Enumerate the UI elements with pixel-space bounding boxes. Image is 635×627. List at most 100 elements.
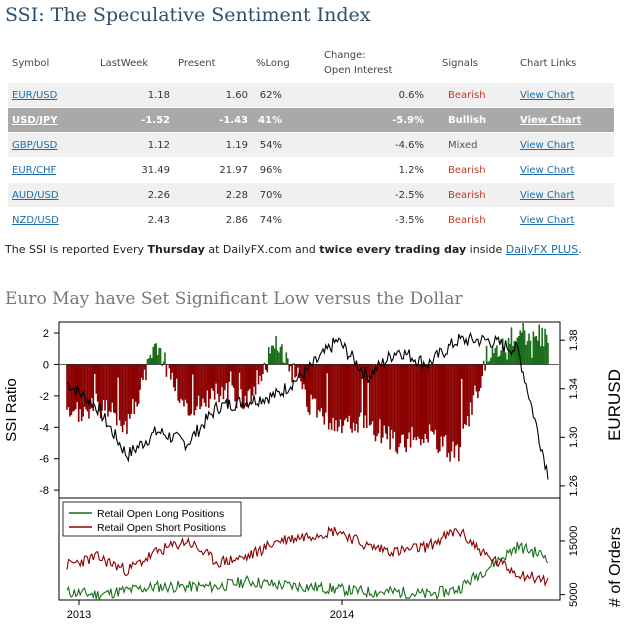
signal-cell: Bearish [448, 164, 486, 176]
chart-title: Euro May have Set Significant Low versus… [5, 289, 463, 309]
change-cell: 0.6% [398, 89, 424, 101]
lastweek-cell: 2.43 [147, 214, 170, 226]
pctlong-cell: 74% [259, 214, 282, 226]
change-cell: -3.5% [394, 214, 424, 226]
symbol-cell: NZD/USD [8, 207, 96, 232]
eurusd-price-line [66, 331, 549, 480]
y-right-axis-label: EURUSD [605, 369, 624, 441]
pctlong-cell: 54% [252, 132, 320, 158]
note-text-3: inside [466, 243, 506, 256]
lastweek-cell: 2.43 [96, 207, 174, 232]
table-row: NZD/USD 2.43 2.86 74% -3.5% Bearish View Chart [8, 207, 614, 232]
view-chart-link[interactable]: View Chart [520, 139, 575, 151]
table-row: USD/JPY -1.52 -1.43 41% -5.9% Bullish View Cha… [8, 107, 614, 133]
view-chart-cell: View Chart [516, 82, 614, 108]
view-chart-link[interactable]: View Chart [520, 189, 575, 201]
signal-cell: Bearish [438, 207, 516, 232]
y-right-tick-label: 1.26 [568, 475, 580, 496]
y-tick-label: -8 [39, 485, 49, 497]
signal-cell: Bearish [438, 182, 516, 208]
view-chart-cell: View Chart [516, 107, 614, 133]
y-tick-label: -6 [39, 454, 49, 466]
change-cell: -5.9% [392, 114, 424, 126]
change-cell: 0.6% [320, 82, 438, 108]
col-lastweek: LastWeek [100, 57, 149, 69]
x-tick-label: 2013 [67, 609, 91, 621]
table-row: EUR/CHF 31.49 21.97 96% 1.2% Bearish View Char… [8, 157, 614, 183]
pctlong-cell: 70% [259, 189, 282, 201]
symbol-cell: USD/JPY [8, 107, 96, 133]
pctlong-cell: 54% [259, 139, 282, 151]
symbol-link[interactable]: GBP/USD [12, 139, 58, 151]
present-cell: 21.97 [174, 157, 252, 183]
pctlong-cell: 62% [259, 89, 282, 101]
change-cell: -4.6% [394, 139, 424, 151]
symbol-cell: AUD/USD [8, 182, 96, 208]
pctlong-cell: 74% [252, 207, 320, 232]
table-header-row: Symbol LastWeek Present %Long Change: Ope… [8, 44, 614, 83]
col-present: Present [178, 57, 216, 69]
symbol-cell: EUR/CHF [8, 157, 96, 183]
lastweek-cell: 1.18 [147, 89, 170, 101]
change-cell: -3.5% [320, 207, 438, 232]
y-right-tick-label: 1.30 [568, 427, 580, 448]
view-chart-cell: View Chart [516, 207, 614, 232]
lastweek-cell: -1.52 [96, 107, 174, 133]
symbol-link[interactable]: EUR/USD [12, 89, 58, 101]
lastweek-cell: 1.12 [147, 139, 170, 151]
y-tick-label: 2 [43, 328, 49, 340]
signal-cell: Mixed [438, 132, 516, 158]
col-change-line2: Open Interest [324, 65, 393, 76]
signal-cell: Bearish [438, 82, 516, 108]
note-text-1: The SSI is reported Every [5, 243, 148, 256]
pctlong-cell: 96% [259, 164, 282, 176]
orders-tick-label: 5000 [568, 582, 580, 606]
present-cell: 2.28 [225, 189, 248, 201]
symbol-cell: EUR/USD [8, 82, 96, 108]
present-cell: 1.60 [174, 82, 252, 108]
col-change-line1: Change: [324, 50, 366, 61]
lastweek-cell: -1.52 [141, 114, 170, 126]
view-chart-link[interactable]: View Chart [520, 214, 575, 226]
note-bold-2: twice every trading day [319, 243, 467, 256]
table-row: AUD/USD 2.26 2.28 70% -2.5% Bearish View Chart [8, 182, 614, 208]
lastweek-cell: 1.18 [96, 82, 174, 108]
symbol-link[interactable]: AUD/USD [12, 189, 59, 201]
signal-cell: Bearish [448, 214, 486, 226]
ssi-table: Symbol LastWeek Present %Long Change: Ope… [8, 44, 614, 232]
view-chart-link[interactable]: View Chart [520, 89, 575, 101]
signal-cell: Mixed [448, 139, 478, 151]
present-cell: -1.43 [174, 107, 252, 133]
view-chart-link[interactable]: View Chart [520, 164, 575, 176]
present-cell: -1.43 [219, 114, 248, 126]
col-signals: Signals [442, 57, 478, 69]
orders-axis-label: # of Orders [607, 527, 624, 607]
y-right-tick-label: 1.34 [568, 378, 580, 399]
dailyfx-plus-link[interactable]: DailyFX PLUS [505, 243, 579, 256]
pctlong-cell: 62% [252, 82, 320, 108]
lastweek-cell: 2.26 [147, 189, 170, 201]
change-cell: -5.9% [320, 107, 438, 133]
present-cell: 1.19 [225, 139, 248, 151]
y-tick-label: -4 [39, 422, 49, 434]
signal-cell: Bullish [438, 107, 516, 133]
change-cell: 1.2% [398, 164, 424, 176]
symbol-link[interactable]: NZD/USD [12, 214, 59, 226]
change-cell: -4.6% [320, 132, 438, 158]
symbol-link[interactable]: USD/JPY [12, 114, 58, 126]
orders-panel-frame [58, 497, 561, 601]
short-positions-line [66, 525, 549, 587]
y-axis-label: SSI Ratio [3, 378, 20, 441]
note-bold-1: Thursday [147, 243, 205, 256]
col-pctlong: %Long [256, 57, 290, 69]
y-tick-label: 0 [43, 359, 49, 371]
pctlong-cell: 96% [252, 157, 320, 183]
note-text-2: at DailyFX.com and [204, 243, 320, 256]
legend-box [62, 501, 242, 537]
legend-short-label: Retail Open Short Positions [97, 522, 226, 534]
y-tick-label: -2 [39, 391, 49, 403]
symbol-link[interactable]: EUR/CHF [12, 164, 57, 176]
view-chart-link[interactable]: View Chart [520, 114, 582, 126]
signal-cell: Bearish [448, 189, 486, 201]
col-change: Change: Open Interest [320, 44, 438, 83]
